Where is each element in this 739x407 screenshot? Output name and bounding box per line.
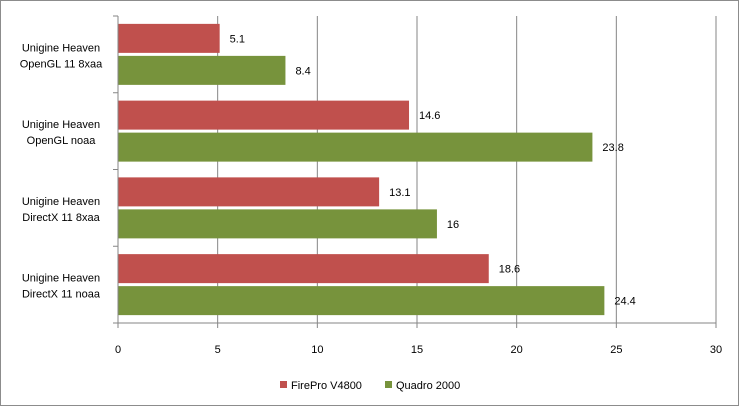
bar-firepro	[118, 23, 220, 53]
legend: FirePro V4800 Quadro 2000	[280, 380, 460, 392]
axes	[113, 15, 717, 328]
x-tick-label: 0	[115, 344, 121, 356]
labels: 5.1 8.4 Unigine Heaven OpenGL 11 8xaa 14.6 23…	[20, 33, 722, 356]
bar-firepro	[118, 254, 489, 284]
data-label: 13.1	[389, 187, 410, 199]
x-tick-label: 30	[710, 344, 722, 356]
category-label: DirectX 11 8xaa	[22, 212, 100, 224]
bar-firepro	[118, 100, 410, 130]
category-label: Unigine Heaven	[22, 273, 100, 285]
legend-label: Quadro 2000	[396, 380, 460, 392]
x-tick-label: 15	[411, 344, 423, 356]
bar-firepro	[118, 177, 380, 207]
data-label: 16	[447, 219, 459, 231]
category-label: Unigine Heaven	[22, 196, 100, 208]
bars	[118, 23, 605, 316]
category-label: DirectX 11 noaa	[22, 289, 101, 301]
data-label: 5.1	[230, 33, 245, 45]
x-tick-label: 5	[215, 344, 221, 356]
category-label: OpenGL noaa	[27, 135, 97, 147]
legend-label: FirePro V4800	[291, 380, 362, 392]
legend-swatch	[280, 381, 287, 388]
data-label: 18.6	[499, 264, 520, 276]
bar-quadro	[118, 286, 605, 316]
data-label: 24.4	[614, 296, 635, 308]
data-label: 8.4	[295, 65, 310, 77]
bar-quadro	[118, 132, 593, 162]
x-tick-label: 25	[610, 344, 622, 356]
bar-quadro	[118, 55, 286, 85]
data-label: 23.8	[602, 142, 623, 154]
category-label: OpenGL 11 8xaa	[20, 58, 103, 70]
data-label: 14.6	[419, 110, 440, 122]
category-label: Unigine Heaven	[22, 119, 100, 131]
x-tick-label: 20	[511, 344, 523, 356]
bar-quadro	[118, 209, 437, 239]
x-tick-label: 10	[311, 344, 323, 356]
legend-swatch	[385, 381, 392, 388]
category-label: Unigine Heaven	[22, 42, 100, 54]
